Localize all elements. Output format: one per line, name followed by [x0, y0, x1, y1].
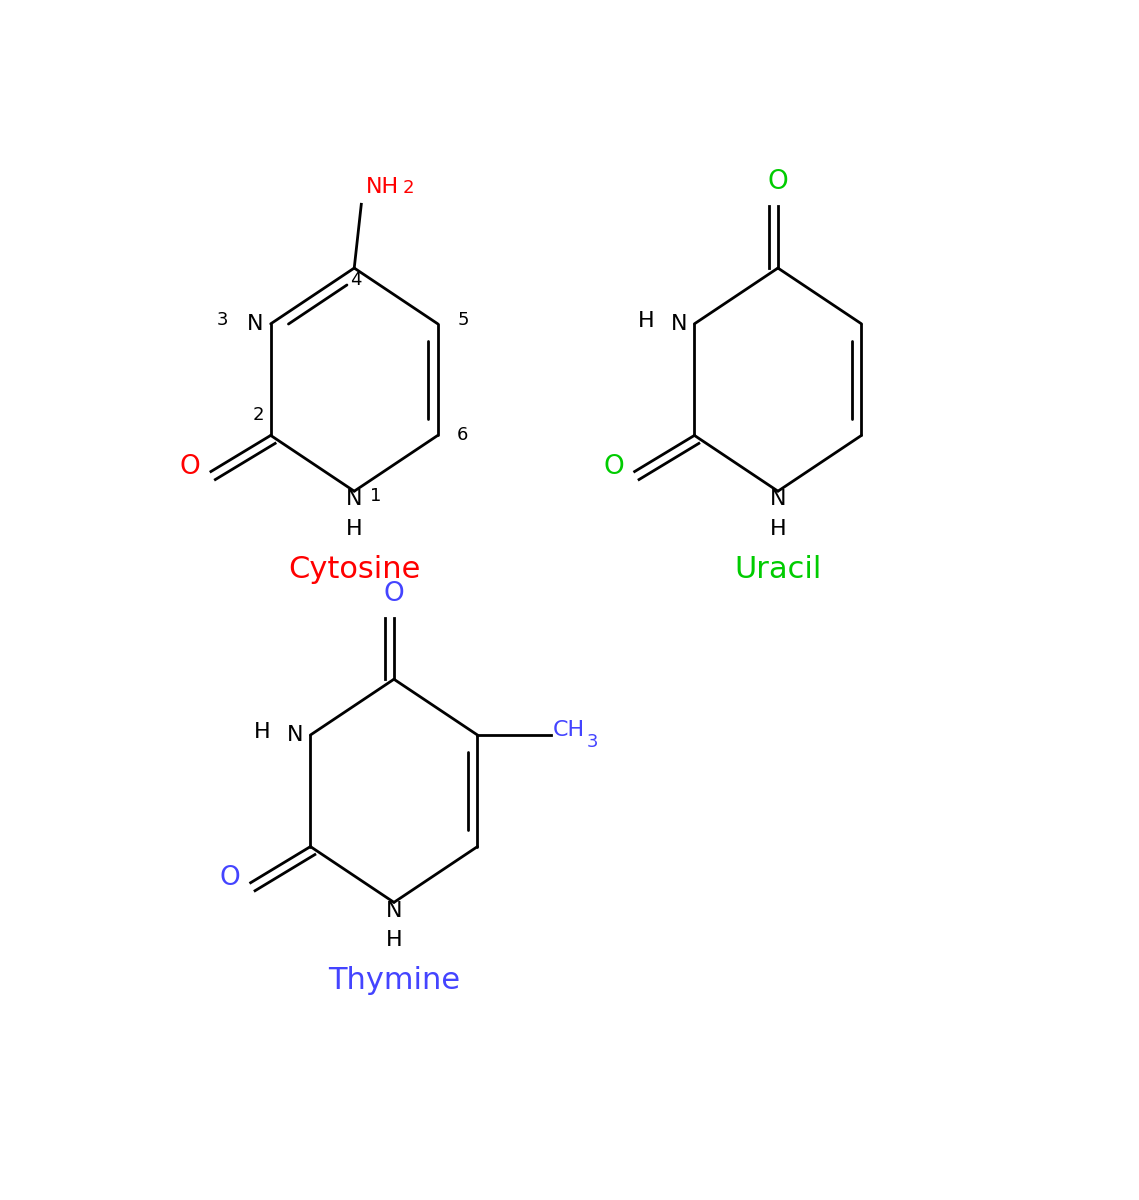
Text: O: O — [384, 581, 404, 606]
Text: 3: 3 — [216, 311, 228, 329]
Text: O: O — [180, 454, 200, 480]
Text: CH: CH — [554, 720, 585, 740]
Text: N: N — [287, 725, 303, 745]
Text: H: H — [638, 311, 655, 331]
Text: 3: 3 — [587, 733, 598, 751]
Text: Uracil: Uracil — [735, 556, 821, 584]
Text: 1: 1 — [370, 487, 382, 505]
Text: H: H — [254, 722, 271, 743]
Text: N: N — [671, 314, 687, 334]
Text: N: N — [346, 490, 362, 509]
Text: 6: 6 — [457, 426, 468, 444]
Text: H: H — [770, 518, 786, 539]
Text: 4: 4 — [351, 271, 362, 289]
Text: NH: NH — [366, 176, 399, 197]
Text: Thymine: Thymine — [328, 966, 460, 995]
Text: O: O — [604, 454, 624, 480]
Text: 2: 2 — [252, 407, 263, 425]
Text: N: N — [770, 490, 786, 509]
Text: N: N — [386, 900, 402, 920]
Text: O: O — [768, 169, 788, 196]
Text: 5: 5 — [457, 311, 468, 329]
Text: Cytosine: Cytosine — [288, 556, 420, 584]
Text: H: H — [346, 518, 362, 539]
Text: O: O — [220, 865, 240, 892]
Text: H: H — [386, 930, 402, 950]
Text: N: N — [247, 314, 263, 334]
Text: 2: 2 — [403, 179, 415, 197]
